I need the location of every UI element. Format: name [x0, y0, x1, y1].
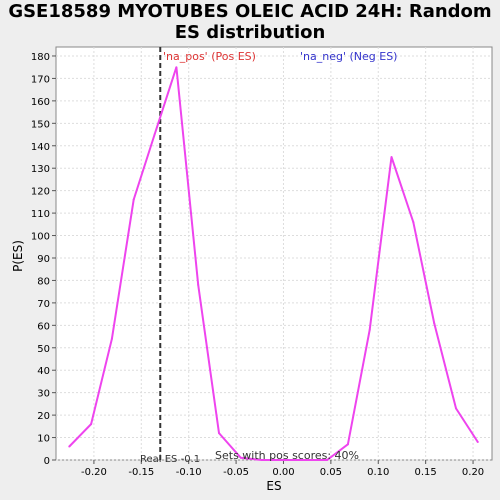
- x-tick-label: -0.20: [81, 467, 107, 478]
- y-tick-label: 150: [31, 119, 50, 130]
- curve-point: [412, 221, 415, 224]
- curve-point: [110, 337, 113, 340]
- x-tick-label: 0.00: [272, 467, 294, 478]
- curve-point: [153, 133, 156, 136]
- curve-point: [218, 432, 221, 435]
- curve-point: [239, 456, 242, 459]
- chart-title: GSE18589 MYOTUBES OLEIC ACID 24H: Random…: [8, 1, 492, 43]
- y-tick-label: 80: [37, 276, 50, 287]
- curve-point: [476, 441, 479, 444]
- y-tick-label: 90: [37, 254, 50, 265]
- x-tick-label: 0.20: [462, 467, 484, 478]
- y-tick-label: 20: [37, 411, 50, 422]
- curve-point: [368, 328, 371, 331]
- curve-point: [90, 423, 93, 426]
- curve-point: [304, 459, 307, 461]
- y-tick-label: 60: [37, 321, 50, 332]
- curve-points: [68, 66, 479, 461]
- x-tick-label: 0.05: [320, 467, 342, 478]
- y-tick-label: 40: [37, 366, 50, 377]
- y-tick-label: 0: [44, 456, 50, 467]
- curve-point: [326, 459, 329, 461]
- real-es-label: Real ES -0.1: [140, 454, 200, 465]
- x-tick-label: -0.15: [128, 467, 154, 478]
- x-tick-label: 0.10: [367, 467, 389, 478]
- y-tick-label: 70: [37, 299, 50, 310]
- y-tick-label: 10: [37, 434, 50, 445]
- curve-point: [68, 445, 71, 448]
- y-axis-label: P(ES): [11, 240, 25, 272]
- x-tick-label: -0.10: [176, 467, 202, 478]
- neg-es-label: 'na_neg' (Neg ES): [300, 50, 397, 63]
- x-axis: -0.20 -0.15 -0.10 -0.05 0.00 0.05 0.10 0.15 0.20: [81, 460, 484, 478]
- y-tick-label: 30: [37, 389, 50, 400]
- curve-point: [390, 155, 393, 158]
- curve-point: [282, 459, 285, 461]
- y-tick-label: 170: [31, 74, 50, 85]
- curve-point: [346, 443, 349, 446]
- y-tick-label: 130: [31, 164, 50, 175]
- y-tick-label: 110: [31, 209, 50, 220]
- curve-point: [260, 459, 263, 461]
- sets-pos-scores-text: Sets with pos scores: 40%: [215, 449, 359, 462]
- x-tick-label: -0.05: [223, 467, 249, 478]
- curve-point: [433, 322, 436, 325]
- y-tick-label: 160: [31, 97, 50, 108]
- y-tick-label: 140: [31, 142, 50, 153]
- curve-point: [175, 66, 178, 69]
- y-tick-label: 100: [31, 232, 50, 243]
- pos-es-label: 'na_pos' (Pos ES): [163, 50, 256, 63]
- curve-point: [132, 198, 135, 201]
- y-axis: 0 10 20 30 40 50 60 70 80 90 100 110 120 130 140 150 160…: [31, 52, 56, 467]
- y-tick-label: 180: [31, 52, 50, 63]
- curve-point: [454, 407, 457, 410]
- y-tick-label: 50: [37, 344, 50, 355]
- y-tick-label: 120: [31, 187, 50, 198]
- plot-area: [55, 46, 493, 461]
- curve-point: [197, 283, 200, 286]
- es-distribution-curve: [68, 66, 479, 461]
- x-tick-label: 0.15: [415, 467, 437, 478]
- x-axis-label: ES: [266, 479, 281, 493]
